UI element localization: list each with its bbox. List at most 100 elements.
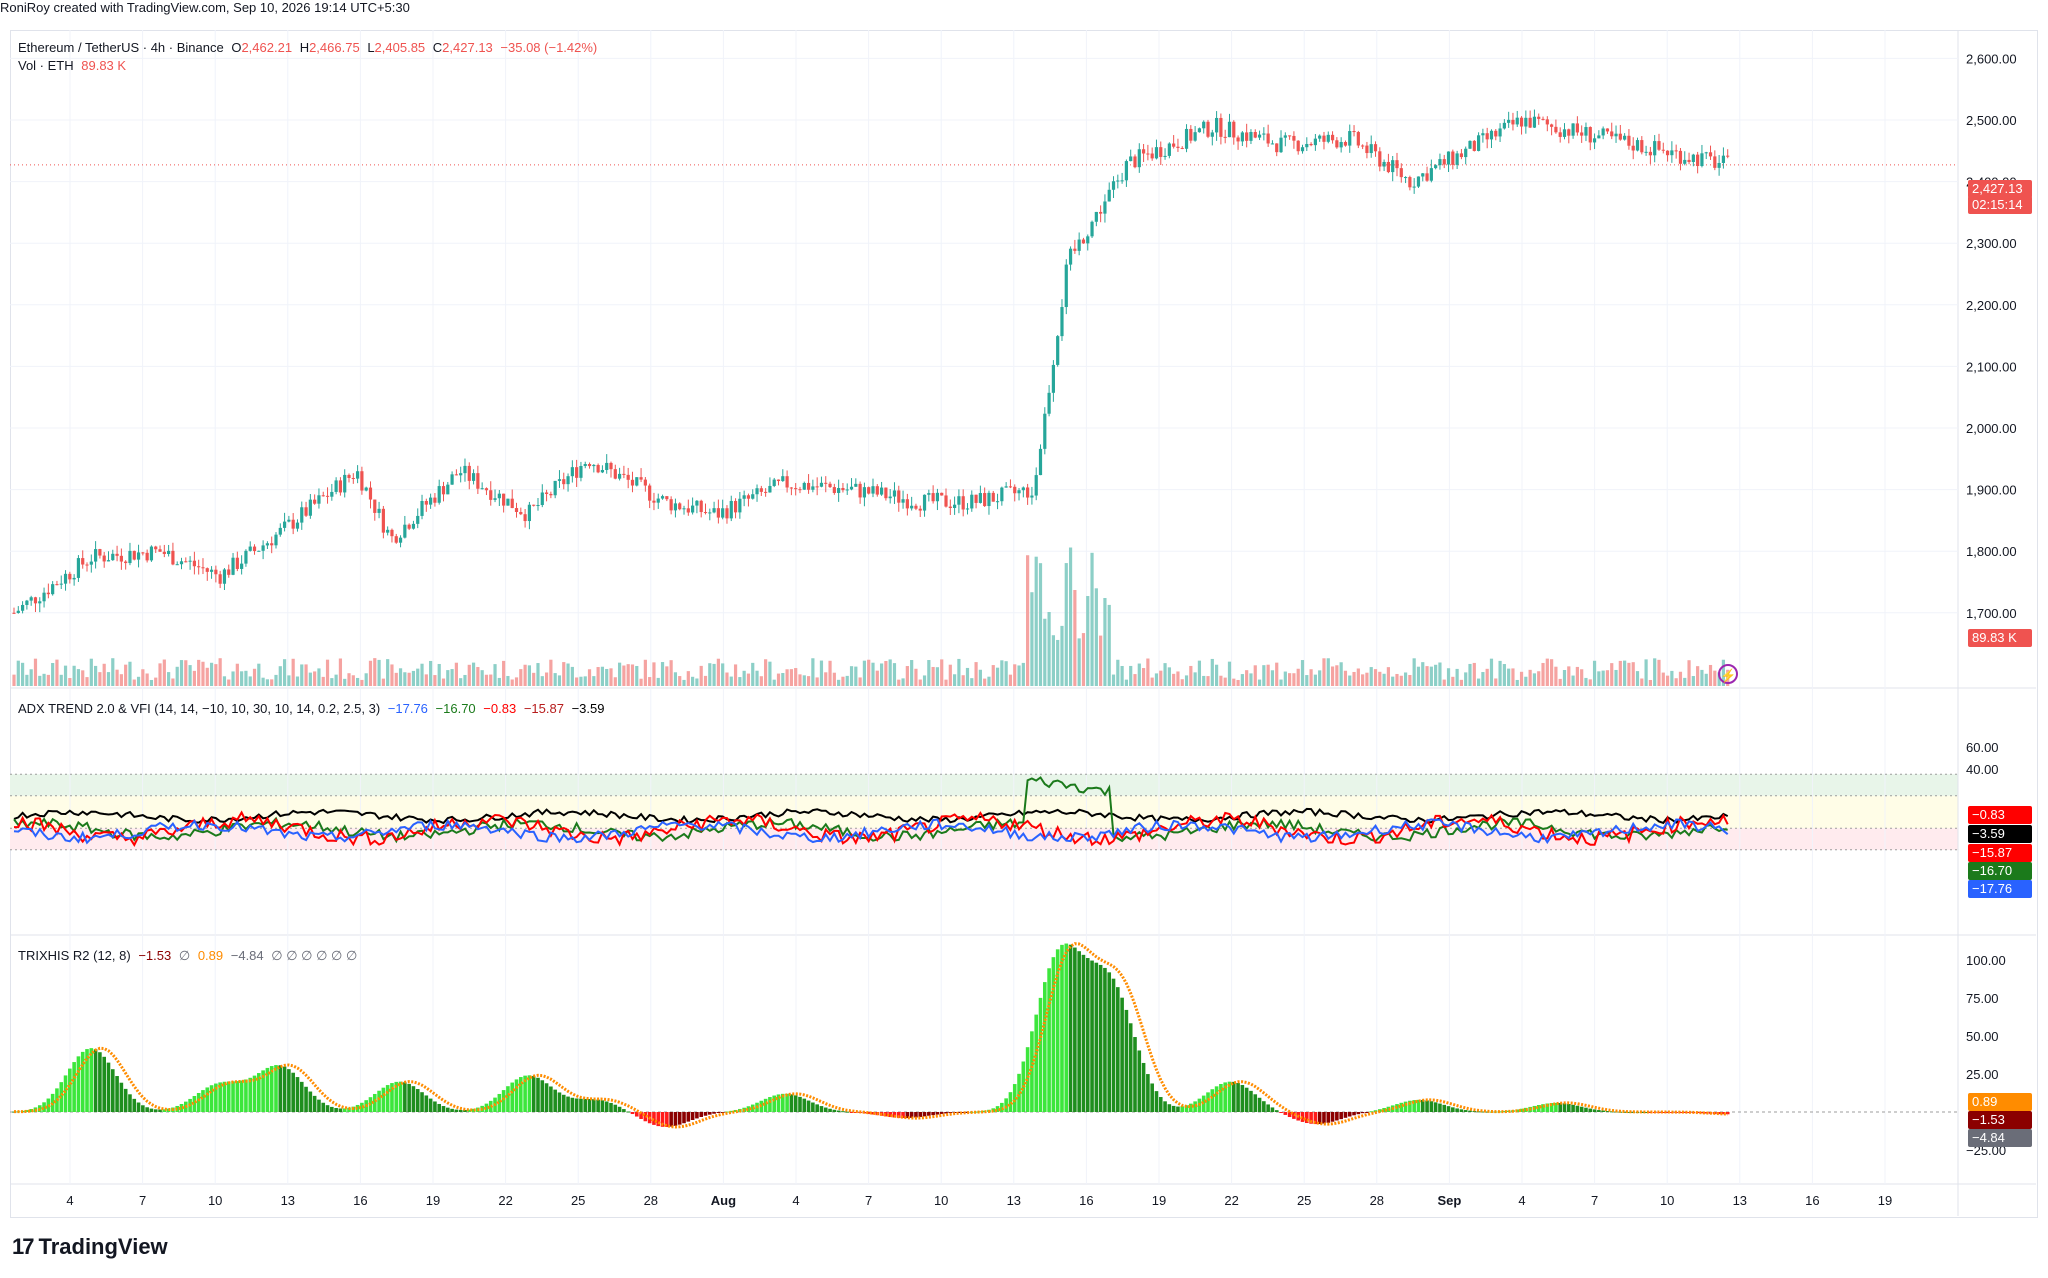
volume-bar xyxy=(450,669,454,686)
candle-body xyxy=(1429,168,1433,181)
trix-histogram-bar xyxy=(896,1112,901,1118)
volume-bar xyxy=(1000,660,1004,686)
volume-bar xyxy=(1206,676,1210,686)
candle-body xyxy=(575,467,579,478)
adx-label[interactable]: ADX TREND 2.0 & VFI (14, 14, −10, 10, 30… xyxy=(18,701,381,716)
volume-bar xyxy=(1588,679,1592,686)
volume-bar xyxy=(1193,672,1197,686)
candle-body xyxy=(549,493,553,496)
trix-histogram-bar xyxy=(948,1112,953,1114)
adx-tag-2: −3.59 xyxy=(1968,825,2032,843)
candle-body xyxy=(334,480,338,492)
trix-histogram-bar xyxy=(914,1112,918,1118)
lightning-icon[interactable]: ⚡ xyxy=(1718,664,1738,684)
volume-bar xyxy=(1438,662,1442,686)
trix-histogram-bar xyxy=(905,1112,910,1119)
candle-body xyxy=(1240,132,1244,142)
trix-histogram-bar xyxy=(1090,960,1094,1112)
volume-bar xyxy=(1528,669,1532,686)
trix-histogram-bar xyxy=(1274,1110,1279,1112)
volume-bar xyxy=(837,679,841,686)
candle-body xyxy=(347,474,351,478)
candle-body xyxy=(484,488,489,491)
volume-bar xyxy=(252,668,257,686)
volume-bar xyxy=(1425,666,1429,686)
trix-histogram-bar xyxy=(978,1111,983,1113)
trix-histogram-bar xyxy=(781,1093,785,1112)
volume-bar xyxy=(1004,661,1008,686)
candle-body xyxy=(1270,143,1275,145)
volume-bar xyxy=(16,660,20,686)
volume-bar xyxy=(1468,663,1472,686)
candle-body xyxy=(192,560,196,567)
volume-bar xyxy=(1330,666,1335,686)
volume-bar xyxy=(1545,658,1549,686)
volume-bar xyxy=(549,659,553,686)
tradingview-logo[interactable]: 17 TradingView xyxy=(12,1234,168,1260)
candle-body xyxy=(1129,156,1133,162)
trix-histogram-bar xyxy=(192,1096,197,1112)
volume-bar xyxy=(429,660,433,686)
volume-bar xyxy=(1373,669,1378,686)
volume-bar xyxy=(978,669,982,686)
symbol-label[interactable]: Ethereum / TetherUS · 4h · Binance xyxy=(18,40,224,55)
candle-body xyxy=(197,566,201,568)
candle-body xyxy=(411,523,416,529)
candle-body xyxy=(218,574,222,584)
trix-histogram-bar xyxy=(98,1052,102,1112)
volume-bar xyxy=(849,666,854,686)
trix-histogram-bar xyxy=(128,1094,132,1112)
candle-body xyxy=(1416,176,1421,187)
trix-label[interactable]: TRIXHIS R2 (12, 8) xyxy=(18,948,131,963)
candle-body xyxy=(1167,143,1171,156)
volume-bar xyxy=(1090,552,1094,686)
trix-histogram-bar xyxy=(1154,1091,1159,1112)
candle-body xyxy=(1309,143,1313,146)
price-tick-label: 1,800.00 xyxy=(1966,544,2017,559)
volume-bar xyxy=(373,658,377,686)
candle-body xyxy=(626,474,630,480)
trix-histogram-bar xyxy=(1219,1084,1223,1112)
trix-histogram-bar xyxy=(497,1093,502,1112)
candle-body xyxy=(596,464,600,473)
volume-bar xyxy=(179,660,184,686)
volume-bar xyxy=(1610,663,1614,686)
volume-bar xyxy=(248,676,252,686)
volume-bar xyxy=(1030,592,1034,686)
trix-histogram-bar xyxy=(1077,951,1081,1112)
trix-histogram-bar xyxy=(660,1112,665,1127)
trix-histogram-bar xyxy=(1322,1112,1326,1124)
volume-bar xyxy=(995,667,1000,686)
trix-histogram-bar xyxy=(119,1082,124,1112)
volume-bar xyxy=(1249,673,1253,686)
volume-bar xyxy=(686,671,690,686)
candle-body xyxy=(1318,135,1322,139)
candle-body xyxy=(579,465,583,478)
candle-body xyxy=(1189,128,1193,141)
volume-bar xyxy=(295,676,300,686)
trix-histogram-bar xyxy=(1399,1102,1404,1112)
volume-legend: Vol · ETH 89.83 K xyxy=(18,58,130,73)
candle-body xyxy=(1159,147,1163,157)
volume-bar xyxy=(1219,675,1223,686)
trix-histogram-bar xyxy=(1524,1107,1528,1112)
volume-bar xyxy=(630,664,635,686)
trix-histogram-bar xyxy=(1038,997,1043,1112)
candle-body xyxy=(1227,121,1232,138)
volume-bar xyxy=(1073,590,1077,686)
high-label: H xyxy=(299,40,310,55)
candle-body xyxy=(691,505,695,513)
candle-body xyxy=(609,462,613,470)
volume-label[interactable]: Vol · ETH xyxy=(18,58,74,73)
trix-histogram-bar xyxy=(282,1066,287,1112)
trix-histogram-bar xyxy=(1429,1101,1434,1112)
volume-bar xyxy=(158,663,162,686)
volume-bar xyxy=(1275,662,1279,686)
trix-histogram-bar xyxy=(1459,1109,1464,1112)
volume-bar xyxy=(1279,679,1283,686)
trix-histogram-bar xyxy=(617,1106,622,1112)
adx-tag-5: −17.76 xyxy=(1968,880,2032,898)
trix-histogram-bar xyxy=(1545,1103,1550,1112)
candle-body xyxy=(1653,141,1657,156)
